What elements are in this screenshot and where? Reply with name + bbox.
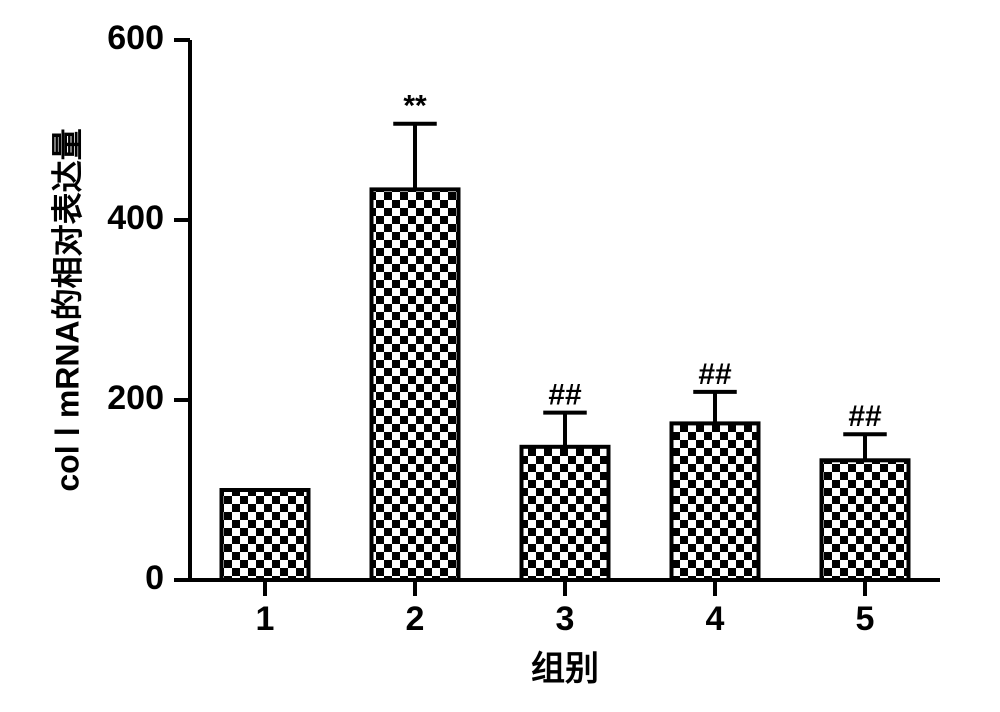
bar xyxy=(222,490,309,580)
y-tick-label: 600 xyxy=(107,19,164,57)
x-tick-label: 4 xyxy=(706,600,725,638)
chart-container: 0 200 400 600 col Ⅰ mRNA的相对表达量 1 ** 2 ## 3 ## 4 ## 5 组… xyxy=(0,0,1000,712)
x-tick-label: 2 xyxy=(406,600,425,638)
significance-marker: ## xyxy=(698,358,732,391)
y-tick-label: 0 xyxy=(145,559,164,597)
significance-marker: ## xyxy=(548,379,582,412)
bar-chart: 0 200 400 600 col Ⅰ mRNA的相对表达量 1 ** 2 ## 3 ## 4 ## 5 组… xyxy=(0,0,1000,712)
x-tick-label: 3 xyxy=(556,600,575,638)
significance-marker: ## xyxy=(848,400,882,433)
x-tick-label: 5 xyxy=(856,600,875,638)
y-axis-label: col Ⅰ mRNA的相对表达量 xyxy=(49,128,85,491)
bar xyxy=(372,189,459,580)
y-tick-label: 200 xyxy=(107,379,164,417)
x-axis-label: 组别 xyxy=(531,650,599,688)
bar xyxy=(822,460,909,580)
bar xyxy=(672,423,759,580)
significance-marker: ** xyxy=(403,90,427,123)
x-tick-label: 1 xyxy=(256,600,275,638)
bar xyxy=(522,447,609,580)
y-tick-label: 400 xyxy=(107,199,164,237)
